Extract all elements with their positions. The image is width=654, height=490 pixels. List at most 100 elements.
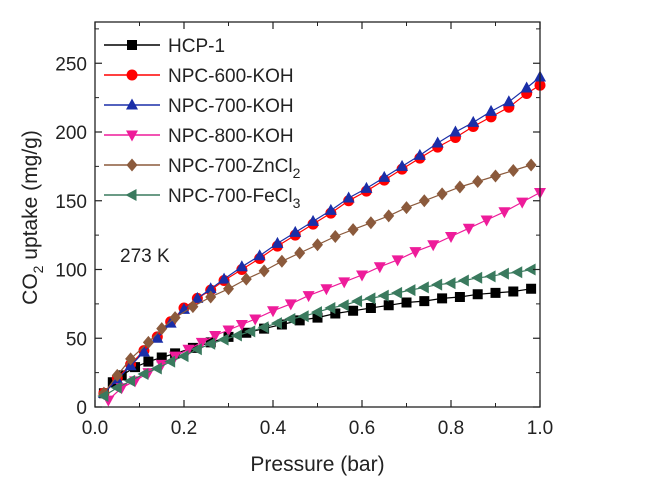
legend-item-3: NPC-800-KOH [104, 126, 294, 147]
data-point [217, 333, 229, 346]
data-point [472, 175, 484, 188]
data-point [124, 374, 136, 387]
data-point [143, 356, 154, 367]
data-point [351, 295, 363, 308]
data-point [150, 362, 162, 375]
data-point [445, 232, 457, 243]
data-point [125, 352, 137, 366]
data-point [484, 270, 496, 283]
legend-marker [126, 158, 138, 172]
data-point [271, 236, 284, 248]
data-point [267, 306, 279, 318]
data-point [383, 209, 395, 223]
data-point [190, 343, 202, 356]
data-point [462, 223, 475, 235]
data-point [378, 170, 391, 182]
axes-layer: 0.0 0.2 0.4 0.6 0.8 1.0 0 50 100 150 200 250 Pressur… [19, 21, 553, 476]
data-point [249, 314, 262, 326]
data-point [507, 164, 519, 177]
data-point [524, 263, 536, 276]
legend-label: NPC-800-KOH [168, 126, 294, 147]
temperature-annotation: 273 K [120, 246, 170, 267]
data-point [302, 291, 315, 303]
data-point [342, 191, 355, 203]
data-point [209, 331, 222, 342]
data-point [97, 390, 109, 402]
y-tick-label: 200 [55, 123, 87, 144]
data-point [485, 104, 498, 116]
data-point [396, 159, 409, 171]
data-point [356, 270, 368, 282]
data-point [365, 216, 377, 230]
data-point [467, 115, 480, 127]
data-point [187, 300, 199, 314]
data-point [204, 337, 216, 350]
data-point [497, 267, 509, 280]
data-point [516, 197, 529, 209]
data-point [156, 352, 167, 363]
data-point [480, 215, 493, 227]
data-point [391, 255, 404, 267]
data-point [312, 312, 323, 323]
data-point [276, 254, 288, 268]
legend-marker [127, 40, 137, 50]
data-point [338, 277, 351, 289]
data-point [498, 207, 511, 219]
data-point [401, 297, 412, 308]
legend-label: NPC-700-KOH [168, 96, 294, 117]
legend-item-5: NPC-700-FeCl3 [104, 186, 301, 211]
data-point [169, 311, 181, 325]
series-line [103, 268, 532, 397]
data-point [324, 302, 336, 314]
data-point [205, 290, 217, 304]
y-tick-label: 100 [55, 261, 87, 282]
data-point [320, 284, 333, 296]
y-tick-label: 150 [55, 192, 87, 213]
data-point [284, 313, 296, 325]
data-point [471, 271, 483, 284]
data-point [235, 260, 248, 272]
legend-label: HCP-1 [168, 36, 225, 57]
x-tick-label: 0.4 [260, 418, 287, 439]
series-1 [98, 79, 546, 399]
data-point [365, 303, 376, 313]
data-point [348, 305, 359, 316]
data-point [404, 284, 416, 297]
x-tick-label: 1.0 [527, 418, 553, 439]
data-point [235, 320, 248, 331]
data-point [526, 283, 537, 294]
legend-label: NPC-700-ZnCl2 [168, 156, 301, 181]
data-point [164, 316, 177, 328]
data-point [253, 249, 266, 261]
data-point [520, 81, 533, 93]
data-point [454, 180, 466, 194]
data-point [490, 169, 501, 183]
data-point [258, 264, 270, 278]
x-tick-label: 0.8 [438, 418, 464, 439]
data-point [137, 368, 149, 380]
data-point [472, 289, 483, 300]
data-point [490, 287, 501, 298]
data-point [177, 350, 189, 363]
y-tick-label: 50 [66, 329, 87, 350]
data-point [218, 272, 231, 284]
y-axis-title: CO2 uptake (mg/g) [19, 130, 46, 305]
legend-marker [126, 130, 138, 142]
data-point [437, 293, 448, 304]
data-point [187, 342, 198, 353]
data-point [454, 292, 465, 302]
x-tick-label: 0.2 [171, 418, 197, 439]
legend-item-4: NPC-700-ZnCl2 [104, 156, 301, 181]
data-point [191, 291, 204, 303]
data-point [156, 322, 168, 336]
series-5 [97, 263, 536, 402]
data-point [444, 277, 456, 290]
data-point [508, 286, 519, 297]
data-point [502, 95, 515, 107]
plot-layer [97, 70, 546, 407]
data-point [525, 158, 537, 172]
data-point [311, 306, 322, 319]
data-point [436, 187, 448, 201]
data-point [329, 230, 341, 243]
